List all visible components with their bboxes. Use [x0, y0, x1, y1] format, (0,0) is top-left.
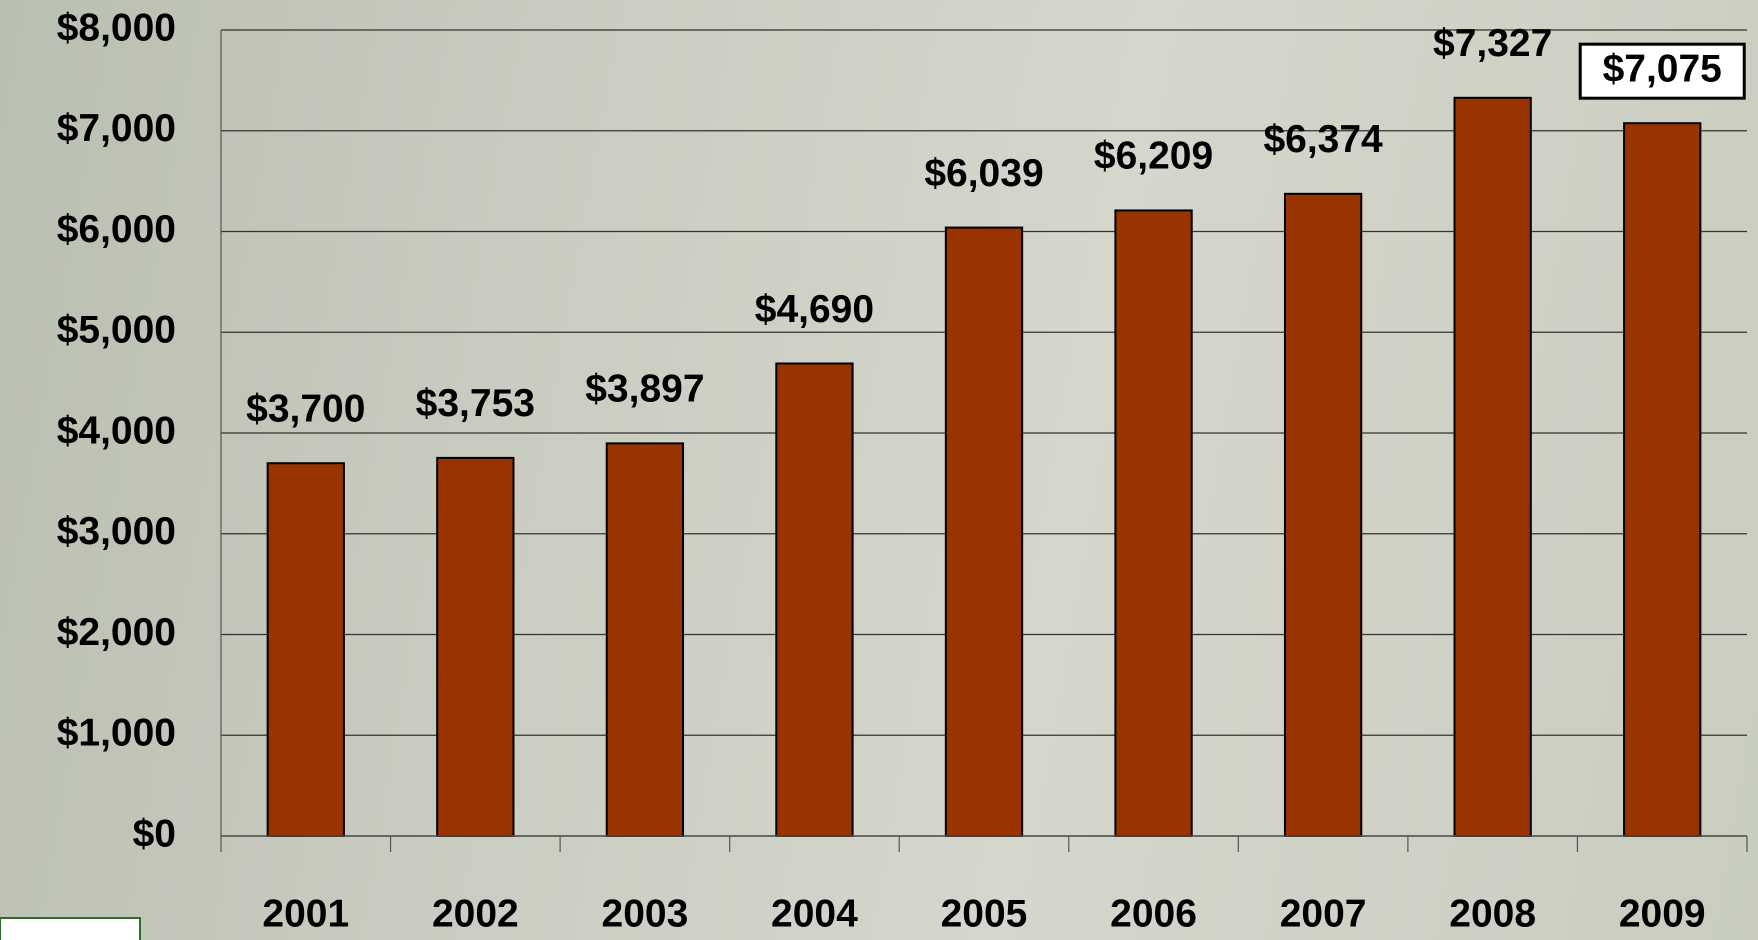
bar — [266, 462, 345, 837]
x-tick-label: 2002 — [432, 892, 519, 935]
data-label: $4,690 — [755, 288, 874, 331]
bar — [436, 456, 515, 837]
bar — [944, 226, 1024, 838]
data-label: $6,039 — [924, 152, 1043, 195]
y-tick-label: $5,000 — [57, 309, 176, 352]
x-tick-label: 2001 — [262, 892, 349, 935]
legend-box — [0, 917, 141, 940]
data-label: $6,374 — [1263, 118, 1383, 161]
x-tick-label: 2003 — [602, 892, 689, 935]
y-tick-label: $8,000 — [57, 6, 176, 49]
x-tick-label: 2008 — [1449, 892, 1536, 935]
x-tick-label: 2004 — [771, 892, 858, 935]
bar — [605, 442, 685, 837]
y-tick-label: $4,000 — [57, 409, 176, 452]
data-label: $6,209 — [1094, 135, 1213, 178]
data-label: $3,753 — [416, 382, 535, 425]
y-tick-label: $3,000 — [57, 510, 176, 553]
bar — [775, 362, 854, 837]
bar — [1453, 96, 1532, 837]
bar — [1283, 192, 1363, 837]
bar — [1114, 209, 1193, 838]
y-tick-label: $0 — [133, 812, 176, 855]
x-tick-label: 2006 — [1110, 892, 1197, 935]
y-tick-label: $1,000 — [57, 712, 176, 755]
y-tick-label: $2,000 — [57, 611, 176, 654]
data-label: $3,700 — [246, 388, 365, 431]
x-tick-label: 2005 — [941, 892, 1028, 935]
y-tick-label: $7,000 — [57, 107, 176, 150]
data-label-box — [1578, 42, 1746, 100]
data-label: $7,075 — [1603, 47, 1722, 90]
bar — [1623, 122, 1702, 838]
y-tick-label: $6,000 — [57, 208, 176, 251]
data-label: $7,327 — [1433, 22, 1552, 65]
data-label: $3,897 — [585, 368, 704, 411]
x-tick-label: 2009 — [1619, 892, 1706, 935]
x-tick-label: 2007 — [1280, 892, 1367, 935]
